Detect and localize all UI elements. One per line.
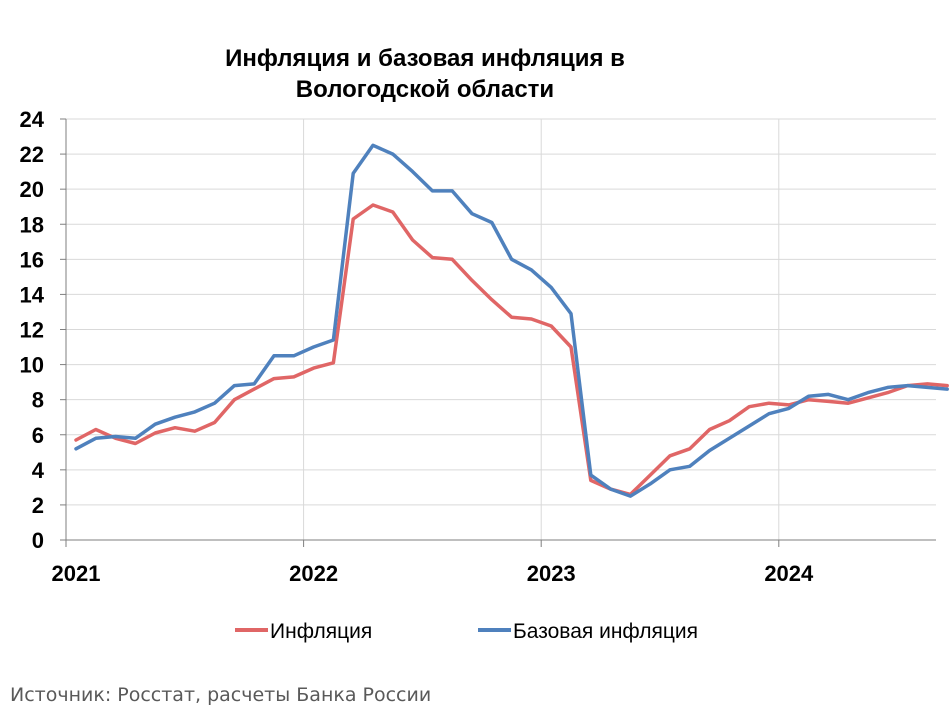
y-tick-label: 10 xyxy=(20,353,44,378)
series-line-core-inflation xyxy=(74,143,949,498)
legend-label-core-inflation: Базовая инфляция xyxy=(513,620,698,643)
x-tick-label: 2024 xyxy=(764,561,814,586)
legend: Инфляция Базовая инфляция xyxy=(235,620,698,643)
x-tick-label: 2021 xyxy=(52,561,101,586)
y-tick-label: 22 xyxy=(20,142,44,167)
y-tick-label: 2 xyxy=(32,493,44,518)
y-tick-label: 18 xyxy=(20,212,44,237)
y-tick-label: 14 xyxy=(20,282,45,307)
series-lines xyxy=(74,143,949,498)
y-tick-label: 12 xyxy=(20,318,44,343)
y-tick-label: 4 xyxy=(32,458,45,483)
y-tick-label: 6 xyxy=(32,423,44,448)
legend-label-inflation: Инфляция xyxy=(270,620,372,643)
chart-title-line-2: Вологодской области xyxy=(296,76,554,103)
source-note: Источник: Росстат, расчеты Банка России xyxy=(10,684,432,706)
gridlines xyxy=(66,118,936,540)
y-tick-label: 8 xyxy=(32,388,44,413)
y-tick-label: 20 xyxy=(20,177,44,202)
chart-title-line-1: Инфляция и базовая инфляция в xyxy=(225,45,625,72)
x-axis-ticks: 2021 2022 2023 2024 xyxy=(52,540,814,586)
y-tick-label: 0 xyxy=(32,528,44,553)
series-line-inflation xyxy=(74,203,949,497)
y-tick-label: 24 xyxy=(20,107,45,132)
x-tick-label: 2022 xyxy=(289,561,338,586)
y-tick-label: 16 xyxy=(20,247,44,272)
x-tick-label: 2023 xyxy=(527,561,576,586)
